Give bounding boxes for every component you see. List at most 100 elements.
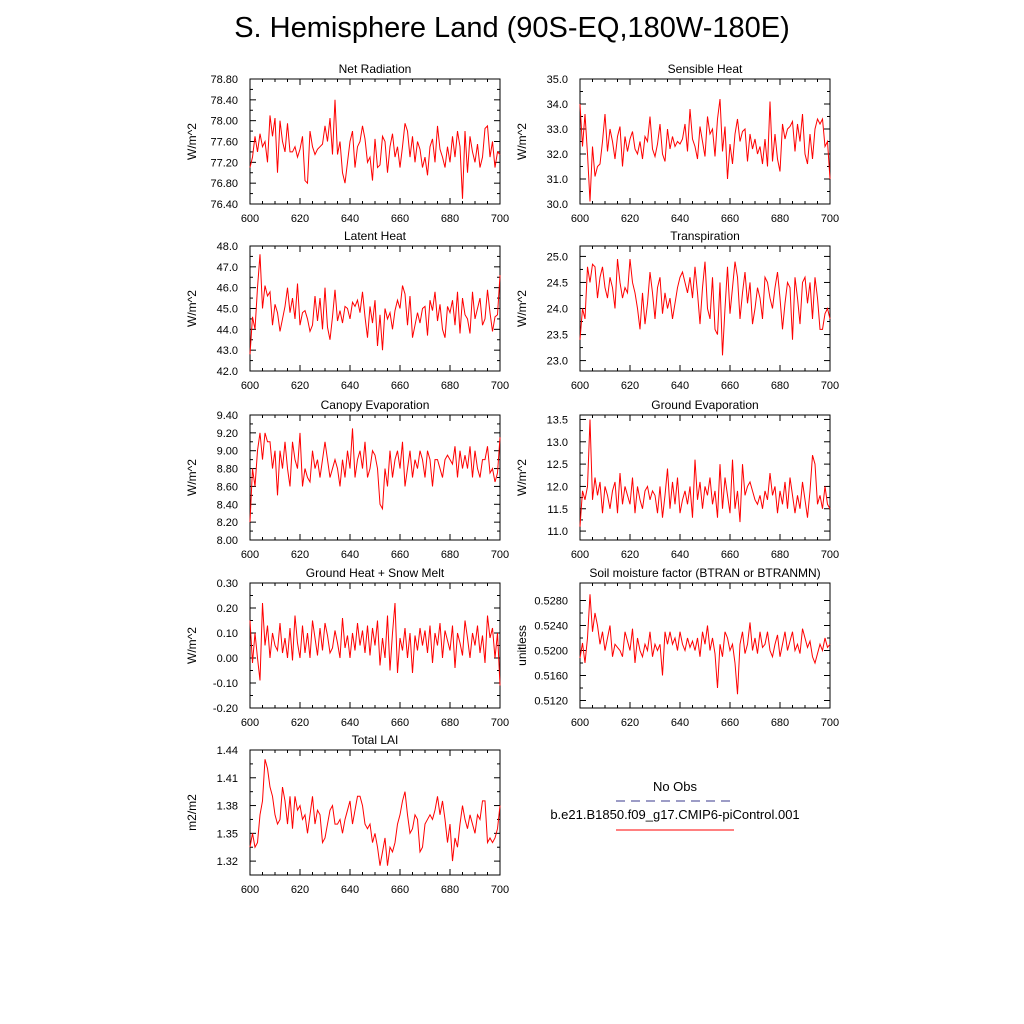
x-tick-label: 700 xyxy=(491,549,509,561)
panel-title: Net Radiation xyxy=(339,62,412,76)
x-tick-label: 680 xyxy=(771,717,789,729)
panel-6: Ground Evaporation W/m^2 600 620 640 660 680 70… xyxy=(515,398,839,561)
y-tick-label: 13.0 xyxy=(547,437,568,449)
y-tick-label: 31.0 xyxy=(547,174,568,186)
x-tick-label: 680 xyxy=(441,380,459,392)
plot-frame xyxy=(579,414,831,541)
y-tick-label: 44.0 xyxy=(217,324,238,336)
x-tick-label: 660 xyxy=(721,717,739,729)
panel-1: Net Radiation W/m^2 600 620 640 660 680 700 76.4… xyxy=(185,62,509,225)
series-line xyxy=(249,254,501,355)
x-tick-label: 640 xyxy=(671,717,689,729)
y-tick-label: 30.0 xyxy=(547,199,568,211)
x-tick-label: 660 xyxy=(391,884,409,896)
y-tick-label: 11.0 xyxy=(547,526,568,538)
y-tick-label: 77.60 xyxy=(210,137,238,149)
x-tick-label: 620 xyxy=(291,717,309,729)
y-tick-label: 0.5120 xyxy=(534,696,568,708)
y-tick-label: 12.0 xyxy=(547,481,568,493)
y-tick-label: 78.00 xyxy=(210,116,238,128)
y-tick-label: 43.0 xyxy=(217,345,238,357)
y-axis-label: W/m^2 xyxy=(515,459,529,496)
x-tick-label: 680 xyxy=(771,213,789,225)
y-tick-label: -0.10 xyxy=(213,678,238,690)
x-tick-label: 700 xyxy=(821,717,839,729)
x-tick-label: 620 xyxy=(621,549,639,561)
x-tick-label: 600 xyxy=(241,380,259,392)
panel-title: Canopy Evaporation xyxy=(321,398,430,412)
y-tick-label: 78.80 xyxy=(210,74,238,86)
y-tick-label: 1.35 xyxy=(217,828,238,840)
y-axis-label: W/m^2 xyxy=(185,627,199,664)
x-tick-label: 660 xyxy=(721,213,739,225)
y-tick-label: 48.0 xyxy=(217,241,238,253)
x-tick-label: 640 xyxy=(671,549,689,561)
y-tick-label: 12.5 xyxy=(547,459,568,471)
x-tick-label: 600 xyxy=(571,549,589,561)
y-tick-label: 8.20 xyxy=(217,517,238,529)
panel-3: Latent Heat W/m^2 600 620 640 660 680 700 42.0 43… xyxy=(185,229,509,392)
x-tick-label: 600 xyxy=(241,717,259,729)
y-tick-label: 76.40 xyxy=(210,199,238,211)
x-tick-label: 680 xyxy=(771,380,789,392)
y-tick-label: 13.5 xyxy=(547,414,568,426)
plot-frame xyxy=(579,582,831,709)
x-tick-label: 680 xyxy=(771,549,789,561)
x-tick-label: 600 xyxy=(571,380,589,392)
x-tick-label: 660 xyxy=(391,213,409,225)
y-tick-label: 25.0 xyxy=(547,251,568,263)
panel-title: Transpiration xyxy=(670,229,740,243)
panel-title: Latent Heat xyxy=(344,229,407,243)
panel-8: Soil moisture factor (BTRAN or BTRANMN) u… xyxy=(515,566,839,729)
x-tick-label: 640 xyxy=(341,213,359,225)
y-tick-label: 23.5 xyxy=(547,330,568,342)
y-tick-label: 0.5240 xyxy=(534,621,568,633)
y-tick-label: 0.5280 xyxy=(534,596,568,608)
y-tick-label: 8.40 xyxy=(217,499,238,511)
x-tick-label: 700 xyxy=(491,380,509,392)
y-tick-label: 8.00 xyxy=(217,535,238,547)
y-tick-label: 0.20 xyxy=(217,603,238,615)
y-tick-label: 78.40 xyxy=(210,95,238,107)
x-tick-label: 600 xyxy=(241,213,259,225)
y-tick-label: 24.0 xyxy=(547,304,568,316)
panel-5: Canopy Evaporation W/m^2 600 620 640 660 680 70… xyxy=(185,398,509,561)
x-tick-label: 620 xyxy=(621,213,639,225)
y-tick-label: 47.0 xyxy=(217,262,238,274)
panel-title: Sensible Heat xyxy=(668,62,743,76)
x-tick-label: 600 xyxy=(571,717,589,729)
series-line xyxy=(249,99,501,199)
panel-title: Total LAI xyxy=(352,733,399,747)
panel-2: Sensible Heat W/m^2 600 620 640 660 680 700 30.0… xyxy=(515,62,839,225)
x-tick-label: 680 xyxy=(441,213,459,225)
x-tick-label: 620 xyxy=(291,884,309,896)
series-line xyxy=(579,98,831,202)
x-tick-label: 700 xyxy=(821,213,839,225)
x-tick-label: 660 xyxy=(391,717,409,729)
x-tick-label: 640 xyxy=(341,380,359,392)
x-tick-label: 640 xyxy=(341,549,359,561)
y-tick-label: 0.5200 xyxy=(534,646,568,658)
panel-4: Transpiration W/m^2 600 620 640 660 680 700 23.0… xyxy=(515,229,839,392)
legend-obs-label: No Obs xyxy=(652,779,698,794)
plot-frame xyxy=(249,749,501,876)
y-axis-label: unitless xyxy=(515,625,529,666)
y-axis-label: W/m^2 xyxy=(515,290,529,327)
y-tick-label: 0.00 xyxy=(217,653,238,665)
y-axis-label: W/m^2 xyxy=(185,459,199,496)
series-line xyxy=(249,428,501,523)
y-tick-label: 8.80 xyxy=(217,464,238,476)
y-tick-label: 0.5160 xyxy=(534,671,568,683)
y-tick-label: 1.41 xyxy=(217,773,238,785)
panel-9: Total LAI m2/m2 600 620 640 660 680 700 1.32 1.35… xyxy=(185,733,509,896)
y-tick-label: 32.0 xyxy=(547,149,568,161)
x-tick-label: 620 xyxy=(291,549,309,561)
x-tick-label: 660 xyxy=(721,549,739,561)
x-tick-label: 660 xyxy=(391,380,409,392)
y-tick-label: 33.0 xyxy=(547,124,568,136)
y-tick-label: 0.10 xyxy=(217,628,238,640)
series-line xyxy=(579,594,831,695)
y-tick-label: 77.20 xyxy=(210,157,238,169)
y-tick-label: 42.0 xyxy=(217,366,238,378)
y-tick-label: 1.44 xyxy=(217,745,238,757)
